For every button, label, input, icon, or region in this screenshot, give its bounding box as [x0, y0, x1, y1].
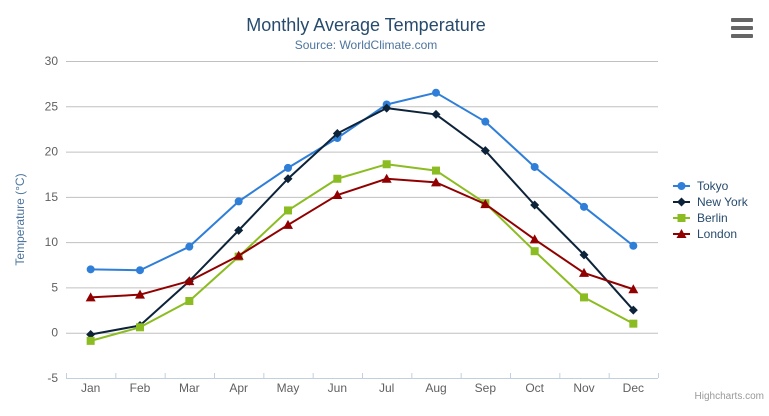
data-point-london: [628, 284, 639, 294]
data-point-tokyo: [530, 162, 539, 171]
data-point-berlin: [284, 206, 292, 215]
x-axis-label: Jun: [328, 381, 347, 395]
data-point-london: [283, 219, 293, 229]
data-point-tokyo: [432, 88, 440, 97]
series-line-tokyo: [89, 91, 635, 272]
data-point-tokyo: [185, 242, 194, 251]
data-point-berlin: [136, 323, 144, 332]
series-line-london: [89, 177, 635, 299]
series-london: [85, 173, 639, 302]
y-axis-label: 0: [51, 326, 58, 340]
data-point-london: [529, 234, 540, 244]
x-axis-label: Aug: [425, 381, 446, 395]
y-axis-label: 10: [45, 235, 59, 249]
data-point-new-york: [86, 330, 96, 340]
legend-triangle-marker-icon: [673, 229, 690, 238]
data-point-berlin: [530, 247, 539, 256]
legend-label: Berlin: [697, 211, 728, 225]
data-point-tokyo: [86, 265, 95, 274]
hamburger-menu-icon: [731, 34, 753, 38]
data-point-berlin: [86, 336, 95, 345]
y-axis-label: 20: [45, 145, 59, 159]
data-point-new-york: [283, 174, 293, 184]
data-point-new-york: [382, 103, 392, 113]
legend-item-new-york[interactable]: New York: [672, 194, 748, 210]
hamburger-menu-icon: [731, 26, 753, 30]
data-point-berlin: [629, 319, 638, 328]
data-point-tokyo: [284, 163, 292, 172]
legend-item-berlin[interactable]: Berlin: [672, 210, 748, 226]
legend-label: Tokyo: [697, 179, 729, 193]
series-new-york: [86, 103, 638, 340]
legend-label: London: [697, 227, 738, 241]
x-axis-label: Jul: [379, 381, 394, 395]
data-point-berlin: [580, 293, 588, 302]
x-axis-label: Oct: [525, 381, 544, 395]
legend-marker-symbol: [677, 214, 686, 222]
x-axis-label: Apr: [229, 381, 248, 395]
highcharts-credits-link[interactable]: Highcharts.com: [694, 391, 764, 402]
data-point-new-york: [530, 200, 540, 210]
legend-item-tokyo[interactable]: Tokyo: [672, 178, 748, 194]
y-axis-label: 25: [45, 99, 59, 113]
data-point-new-york: [579, 250, 589, 260]
chart-title: Monthly Average Temperature: [246, 15, 486, 35]
data-point-berlin: [382, 160, 391, 169]
legend-item-london[interactable]: London: [672, 226, 748, 242]
legend-marker-symbol: [677, 182, 686, 190]
data-point-tokyo: [580, 202, 588, 211]
legend-marker-symbol: [677, 197, 686, 207]
data-point-berlin: [432, 166, 440, 175]
y-axis-label: 5: [51, 280, 58, 294]
data-point-tokyo: [481, 117, 490, 126]
data-point-london: [381, 173, 392, 183]
legend-circle-marker-icon: [673, 182, 690, 190]
series-tokyo: [86, 88, 638, 275]
data-point-tokyo: [629, 241, 638, 250]
data-point-tokyo: [234, 197, 243, 206]
data-point-london: [135, 289, 145, 299]
data-point-new-york: [431, 109, 441, 119]
data-point-new-york: [480, 146, 490, 156]
y-axis-label: 15: [45, 190, 59, 204]
data-point-berlin: [333, 174, 342, 183]
series-line-berlin: [89, 163, 635, 342]
data-point-london: [480, 199, 491, 209]
data-point-new-york: [332, 128, 342, 138]
data-point-london: [233, 250, 244, 260]
legend: Tokyo New York Berlin London: [672, 178, 748, 242]
data-point-london: [85, 292, 96, 302]
data-point-berlin: [185, 297, 194, 306]
data-point-new-york: [628, 305, 638, 315]
data-point-new-york: [234, 225, 244, 235]
export-menu-button[interactable]: [731, 18, 753, 38]
series-line-new-york: [89, 107, 635, 336]
legend-marker-symbol: [676, 229, 687, 238]
x-axis-label: Nov: [573, 381, 594, 395]
legend-square-marker-icon: [673, 214, 690, 222]
x-axis-label: May: [277, 381, 300, 395]
x-axis-label: Jan: [81, 381, 100, 395]
y-axis-label: 30: [45, 54, 59, 68]
x-axis-label: Sep: [475, 381, 497, 395]
chart-subtitle: Source: WorldClimate.com: [294, 38, 438, 52]
y-axis-title: Temperature (°C): [13, 173, 27, 265]
x-axis-label: Mar: [179, 381, 200, 395]
data-point-london: [184, 276, 195, 286]
data-point-london: [431, 177, 441, 187]
legend-diamond-marker-icon: [673, 197, 690, 207]
x-axis-label: Dec: [623, 381, 644, 395]
hamburger-menu-icon: [731, 18, 753, 22]
legend-label: New York: [697, 195, 748, 209]
data-point-london: [332, 190, 343, 200]
x-axis-label: Feb: [130, 381, 151, 395]
data-point-tokyo: [136, 266, 144, 275]
y-axis-label: -5: [47, 371, 58, 385]
data-point-london: [579, 267, 589, 277]
